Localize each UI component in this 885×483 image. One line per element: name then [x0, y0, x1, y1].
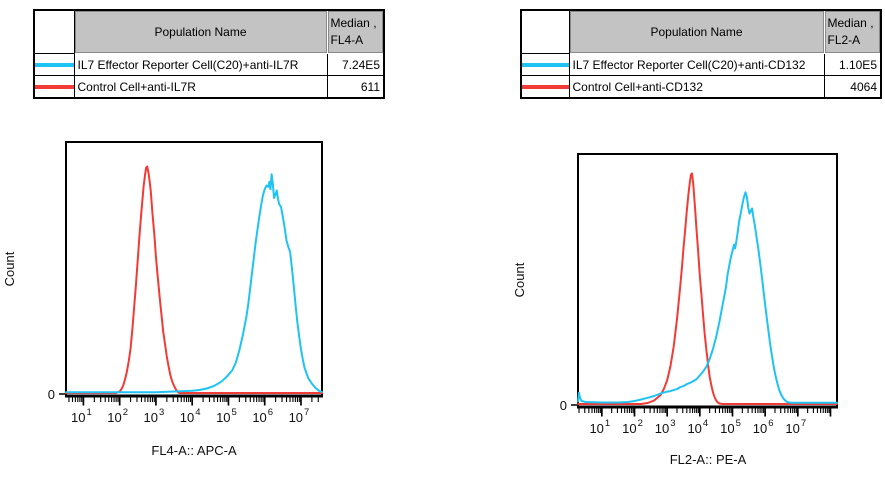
swatch-cell: [33, 53, 75, 76]
median-value: 1.10E5: [823, 53, 882, 76]
population-name: Control Cell+anti-CD132: [568, 75, 825, 99]
red-series-swatch: [522, 84, 568, 89]
median-header-line1: Median ,: [827, 15, 874, 30]
table-row: IL7 Effector Reporter Cell(C20)+anti-IL7…: [33, 53, 385, 76]
svg-text:0: 0: [48, 387, 55, 402]
median-value: 4064: [823, 75, 882, 99]
svg-text:106: 106: [252, 407, 273, 425]
swatch-cell: [520, 75, 570, 99]
legend-header-row: Population Name Median , FL4-A: [33, 9, 385, 54]
svg-text:FL2-A:: PE-A: FL2-A:: PE-A: [670, 452, 747, 467]
cyan-series-swatch: [522, 62, 568, 67]
svg-text:104: 104: [687, 418, 708, 436]
legend-table-fl2: Population Name Median , FL2-A IL7 Effec…: [520, 9, 882, 99]
population-name-header: Population Name: [568, 9, 825, 54]
svg-text:Count: Count: [512, 262, 527, 297]
svg-text:101: 101: [71, 407, 92, 425]
median-header-line1: Median ,: [330, 15, 377, 30]
median-header-line2: FL2-A: [827, 33, 861, 47]
median-header-line2: FL4-A: [330, 33, 364, 47]
svg-text:101: 101: [589, 418, 610, 436]
median-value: 611: [326, 75, 385, 99]
legend-table-fl4: Population Name Median , FL4-A IL7 Effec…: [33, 9, 385, 99]
svg-text:Count: Count: [2, 251, 17, 286]
svg-text:106: 106: [753, 418, 774, 436]
legend-header-row: Population Name Median , FL2-A: [520, 9, 882, 54]
population-name: IL7 Effector Reporter Cell(C20)+anti-CD1…: [568, 53, 825, 76]
swatch-cell: [33, 75, 75, 99]
cyan-series-swatch: [35, 62, 73, 67]
median-header: Median , FL4-A: [326, 9, 385, 54]
svg-text:105: 105: [720, 418, 741, 436]
svg-text:103: 103: [144, 407, 165, 425]
swatch-header-cell: [33, 9, 75, 54]
table-row: Control Cell+anti-IL7R 611: [33, 75, 385, 99]
red-series-swatch: [35, 84, 73, 89]
median-value: 7.24E5: [326, 53, 385, 76]
svg-text:0: 0: [560, 398, 567, 413]
svg-text:FL4-A:: APC-A: FL4-A:: APC-A: [151, 443, 237, 458]
table-row: IL7 Effector Reporter Cell(C20)+anti-CD1…: [520, 53, 882, 76]
svg-text:103: 103: [655, 418, 676, 436]
median-header: Median , FL2-A: [823, 9, 882, 54]
svg-text:102: 102: [107, 407, 128, 425]
table-row: Control Cell+anti-CD132 4064: [520, 75, 882, 99]
svg-text:104: 104: [180, 407, 201, 425]
population-name: Control Cell+anti-IL7R: [73, 75, 328, 99]
swatch-header-cell: [520, 9, 570, 54]
swatch-cell: [520, 53, 570, 76]
svg-text:102: 102: [622, 418, 643, 436]
svg-text:107: 107: [289, 407, 310, 425]
svg-text:105: 105: [216, 407, 237, 425]
svg-text:107: 107: [785, 418, 806, 436]
population-name: IL7 Effector Reporter Cell(C20)+anti-IL7…: [73, 53, 328, 76]
population-name-header: Population Name: [73, 9, 328, 54]
